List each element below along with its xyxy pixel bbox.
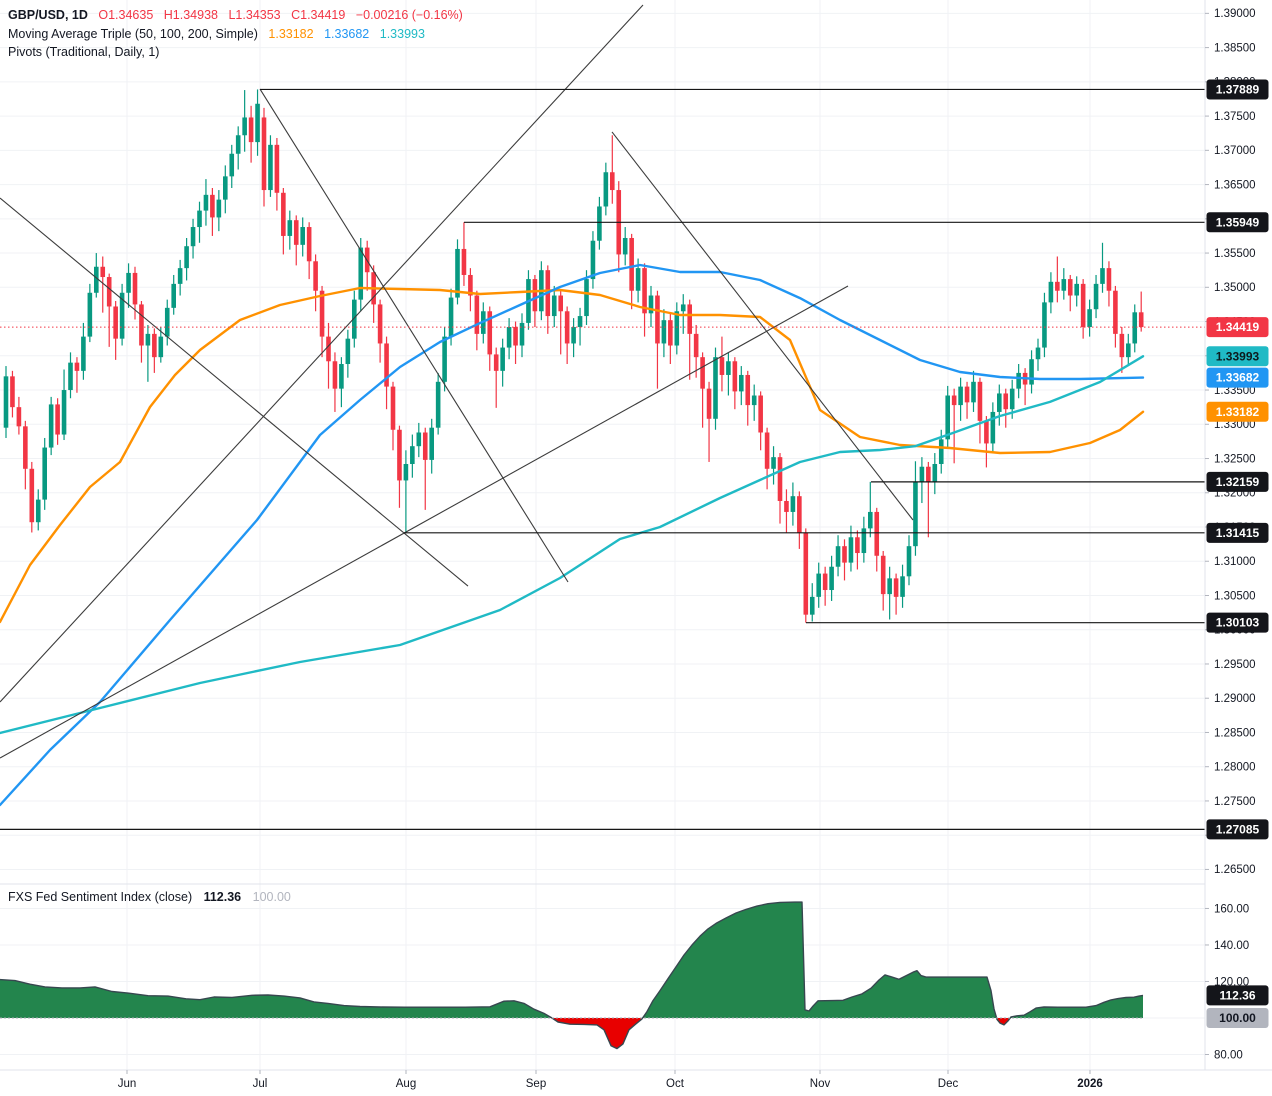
svg-text:1.34419: 1.34419 <box>1216 320 1260 334</box>
axis-badge-1.37889: 1.37889 <box>1206 79 1269 100</box>
svg-text:1.35949: 1.35949 <box>1216 215 1260 229</box>
sentiment-tick-label: 160.00 <box>1214 903 1249 915</box>
svg-text:1.33682: 1.33682 <box>1216 371 1260 385</box>
price-tick-label: 1.35500 <box>1214 248 1256 260</box>
axis-badge-1.30103: 1.30103 <box>1206 612 1269 633</box>
svg-text:100.00: 100.00 <box>1219 1011 1256 1025</box>
price-tick-label: 1.37500 <box>1214 111 1256 123</box>
sentiment-title[interactable]: FXS Fed Sentiment Index (close) <box>8 890 193 904</box>
sentiment-tick-label: 140.00 <box>1214 940 1249 952</box>
candles[interactable] <box>3 89 1144 623</box>
time-tick-label: Dec <box>938 1078 959 1090</box>
price-tick-label: 1.39000 <box>1214 8 1256 20</box>
ma50-value: 1.33182 <box>268 26 314 41</box>
svg-text:1.30103: 1.30103 <box>1216 616 1260 630</box>
trendline-4[interactable] <box>0 285 849 759</box>
ma-row: Moving Average Triple (50, 100, 200, Sim… <box>8 25 463 44</box>
svg-text:1.31415: 1.31415 <box>1216 526 1260 540</box>
sma-200-line[interactable] <box>0 355 1145 735</box>
axis-badge-1.31415: 1.31415 <box>1206 522 1269 543</box>
axis-badge-112.36: 112.36 <box>1206 985 1269 1006</box>
pivots-indicator-title[interactable]: Pivots (Traditional, Daily, 1) <box>8 45 160 59</box>
axis-badge-1.35949: 1.35949 <box>1206 212 1269 233</box>
ma200-value: 1.33993 <box>379 26 425 41</box>
time-axis[interactable]: Jun Jul Aug Sep Oct Nov Dec 2026 <box>118 1070 1103 1090</box>
price-tick-label: 1.33000 <box>1214 419 1256 431</box>
price-tick-label: 1.28000 <box>1214 762 1256 774</box>
change-value: −0.00216 (−0.16%) <box>355 8 463 22</box>
axis-badge-1.32159: 1.32159 <box>1206 471 1269 492</box>
sentiment-tick-label: 80.00 <box>1214 1049 1243 1061</box>
trendline-1[interactable] <box>259 88 569 583</box>
price-tick-label: 1.33500 <box>1214 385 1256 397</box>
svg-text:1.37889: 1.37889 <box>1216 82 1260 96</box>
time-tick-label: Jul <box>253 1078 268 1090</box>
sentiment-baseline-value: 100.00 <box>252 890 291 904</box>
sma-100-line[interactable] <box>0 263 1145 807</box>
ma-indicator-title[interactable]: Moving Average Triple (50, 100, 200, Sim… <box>8 26 258 41</box>
sentiment-tick-label: 120.00 <box>1214 976 1249 988</box>
axis-badge-1.33182: 1.33182 <box>1206 401 1269 422</box>
low-value: L1.34353 <box>228 8 281 22</box>
pivots-row: Pivots (Traditional, Daily, 1) <box>8 43 463 62</box>
time-tick-label: Jun <box>118 1078 137 1090</box>
axis-badge-1.34419: 1.34419 <box>1206 317 1269 338</box>
price-tick-label: 1.32500 <box>1214 453 1256 465</box>
ohlc-row: GBP/USD, 1D O1.34635 H1.34938 L1.34353 C… <box>8 6 463 25</box>
price-tick-label: 1.28500 <box>1214 727 1256 739</box>
time-tick-label: Aug <box>396 1078 416 1090</box>
axis-badge-1.27085: 1.27085 <box>1206 819 1269 840</box>
time-tick-label: Oct <box>666 1078 685 1090</box>
price-tick-label: 1.29000 <box>1214 693 1256 705</box>
sma-50-line[interactable] <box>0 286 1145 624</box>
price-tick-label: 1.26500 <box>1214 864 1256 876</box>
time-tick-label: Sep <box>526 1078 546 1090</box>
high-value: H1.34938 <box>163 8 218 22</box>
sentiment-outline[interactable] <box>0 901 1144 1050</box>
symbol-legend: GBP/USD, 1D O1.34635 H1.34938 L1.34353 C… <box>8 6 463 62</box>
price-tick-label: 1.29500 <box>1214 659 1256 671</box>
price-tick-label: 1.37000 <box>1214 145 1256 157</box>
close-value: C1.34419 <box>291 8 346 22</box>
svg-text:1.27085: 1.27085 <box>1216 822 1260 836</box>
price-tick-label: 1.35000 <box>1214 282 1256 294</box>
sentiment-value: 112.36 <box>203 890 242 904</box>
svg-text:112.36: 112.36 <box>1219 988 1255 1002</box>
open-value: O1.34635 <box>98 8 154 22</box>
trendline-5[interactable] <box>0 197 469 587</box>
time-tick-label: Nov <box>810 1078 831 1090</box>
price-tick-label: 1.36500 <box>1214 179 1256 191</box>
time-tick-label: 2026 <box>1077 1078 1103 1090</box>
svg-text:1.33993: 1.33993 <box>1216 349 1260 363</box>
price-tick-label: 1.30500 <box>1214 590 1256 602</box>
ma100-value: 1.33682 <box>324 26 370 41</box>
axis-badge-1.33682: 1.33682 <box>1206 367 1269 388</box>
sentiment-legend: FXS Fed Sentiment Index (close) 112.36 1… <box>8 890 291 904</box>
svg-text:1.32159: 1.32159 <box>1216 475 1260 489</box>
symbol-title[interactable]: GBP/USD, 1D <box>8 8 88 22</box>
sentiment-area-positive <box>0 902 1143 1018</box>
axis-badge-1.33993: 1.33993 <box>1206 346 1269 367</box>
axis-badge-100.00: 100.00 <box>1206 1007 1269 1028</box>
price-tick-label: 1.31000 <box>1214 556 1256 568</box>
trendline-3[interactable] <box>0 4 644 703</box>
price-tick-label: 1.38500 <box>1214 42 1256 54</box>
price-tick-label: 1.27500 <box>1214 796 1256 808</box>
trendline-2[interactable] <box>611 131 914 521</box>
svg-text:1.33182: 1.33182 <box>1216 405 1260 419</box>
